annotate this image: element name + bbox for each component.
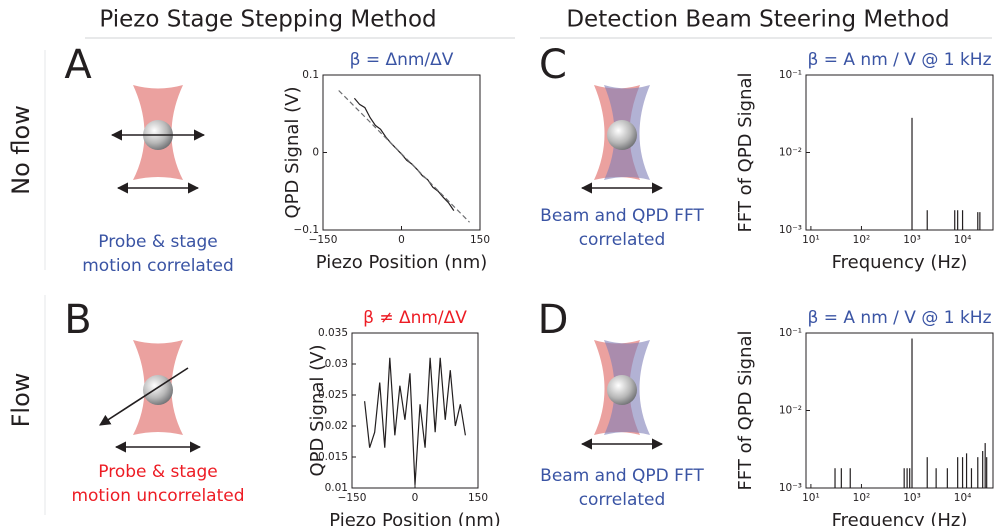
x-tick-label: 10² [853,492,871,504]
caption: motion uncorrelated [71,486,244,506]
y-tick-label: 0.01 [325,482,348,494]
x-tick-label: 10¹ [802,234,820,246]
x-tick-label: −150 [309,234,338,246]
caption: Probe & stage [98,462,217,482]
diagram-d [580,340,664,450]
data-line [338,90,470,223]
plot-frame [805,332,994,489]
y-tick-label: 10⁻² [779,405,802,417]
data-line [364,357,466,485]
x-axis-label: Frequency (Hz) [832,252,968,273]
y-tick-label: 10⁻¹ [779,69,802,81]
panel-letter: C [539,42,567,88]
chart-title: β ≠ Δnm/ΔV [363,308,467,328]
x-tick-label: −150 [338,492,367,504]
y-tick-label: 10⁻¹ [779,327,802,339]
y-axis-label: QPD Signal (V) [282,87,303,219]
chart-title: β = Δnm/ΔV [350,50,454,70]
y-tick-label: 10⁻³ [779,224,802,236]
caption: Probe & stage [98,232,217,252]
y-tick-label: 0.015 [318,451,348,463]
x-tick-label: 10³ [903,492,921,504]
x-tick-label: 150 [468,492,488,504]
panel-letter: D [538,297,569,343]
caption: motion correlated [82,256,234,276]
caption: correlated [579,490,666,510]
chart-title: β = A nm / V @ 1 kHz [807,50,991,70]
diagram-c [580,85,664,194]
chart-title: β = A nm / V @ 1 kHz [807,308,991,328]
row-label: Flow [7,373,35,428]
diagram-a [110,85,206,194]
x-tick-label: 0 [398,234,405,246]
x-axis-label: Frequency (Hz) [832,510,968,526]
y-tick-label: 0.025 [318,389,348,401]
y-tick-label: 10⁻² [779,147,802,159]
caption: correlated [579,230,666,250]
x-tick-label: 10⁴ [954,492,972,504]
x-axis-label: Piezo Position (nm) [329,510,501,526]
y-tick-label: −0.1 [294,224,320,236]
column-header: Piezo Stage Stepping Method [99,7,436,33]
panel-letter: B [64,297,91,343]
x-tick-label: 10² [853,234,871,246]
caption: Beam and QPD FFT [540,206,704,226]
y-tick-label: 0 [312,147,319,159]
x-tick-label: 10⁴ [954,234,972,246]
diagram-b [99,340,202,453]
panel-letter: A [64,42,92,88]
y-tick-label: 10⁻³ [779,482,802,494]
column-header: Detection Beam Steering Method [566,7,949,33]
y-axis-label: FFT of QPD Signal [735,330,756,490]
y-tick-label: 0.03 [325,358,348,370]
row-label: No flow [7,105,35,195]
y-tick-label: 0.02 [325,420,348,432]
x-tick-label: 10¹ [802,492,820,504]
data-line [353,97,455,211]
y-axis-label: FFT of QPD Signal [735,72,756,232]
x-tick-label: 150 [470,234,490,246]
x-axis-label: Piezo Position (nm) [316,252,488,273]
y-axis-label: QPD Signal (V) [307,345,328,477]
x-tick-label: 10³ [903,234,921,246]
plot-frame [805,74,994,231]
caption: Beam and QPD FFT [540,466,704,486]
y-tick-label: 0.035 [318,327,348,339]
x-tick-label: 0 [412,492,419,504]
y-tick-label: 0.1 [302,69,319,81]
